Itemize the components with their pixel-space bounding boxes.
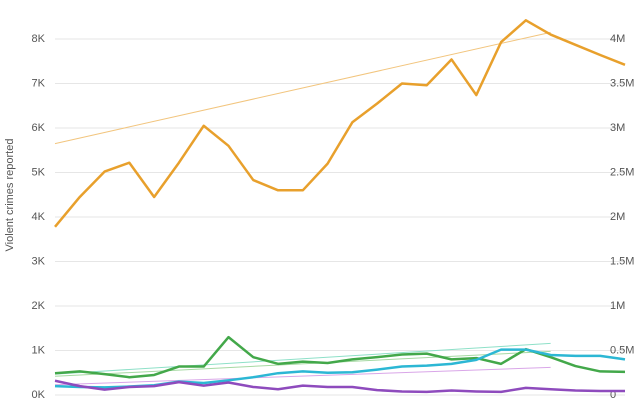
y2-tick-label: 1.5M bbox=[610, 255, 634, 267]
y-tick-label: 7K bbox=[32, 77, 46, 89]
y2-tick-label: 1M bbox=[610, 300, 625, 312]
y2-tick-label: 2.5M bbox=[610, 166, 634, 178]
y2-tick-label: 4M bbox=[610, 33, 625, 45]
y2-tick-label: 3M bbox=[610, 122, 625, 134]
trend-line bbox=[54, 350, 551, 377]
y2-tick-label: 0.5M bbox=[610, 344, 634, 356]
y-tick-label: 4K bbox=[32, 211, 46, 223]
y-tick-label: 1K bbox=[32, 344, 46, 356]
series-line bbox=[54, 19, 626, 228]
y2-tick-label: 3.5M bbox=[610, 77, 634, 89]
y-tick-label: 3K bbox=[32, 255, 46, 267]
y-tick-label: 6K bbox=[32, 122, 46, 134]
y-axis-title: Violent crimes reported bbox=[4, 139, 16, 252]
y2-tick-label: 2M bbox=[610, 211, 625, 223]
y-tick-label: 0K bbox=[32, 389, 46, 400]
y-tick-label: 5K bbox=[32, 166, 46, 178]
series-line bbox=[54, 335, 626, 379]
series-line bbox=[54, 379, 625, 394]
trend-line bbox=[54, 342, 551, 375]
y-tick-label: 8K bbox=[32, 33, 46, 45]
trend-line bbox=[54, 31, 551, 145]
y2-tick-label: 0 bbox=[610, 389, 616, 400]
y-tick-label: 2K bbox=[32, 300, 46, 312]
trend-line bbox=[54, 366, 551, 386]
